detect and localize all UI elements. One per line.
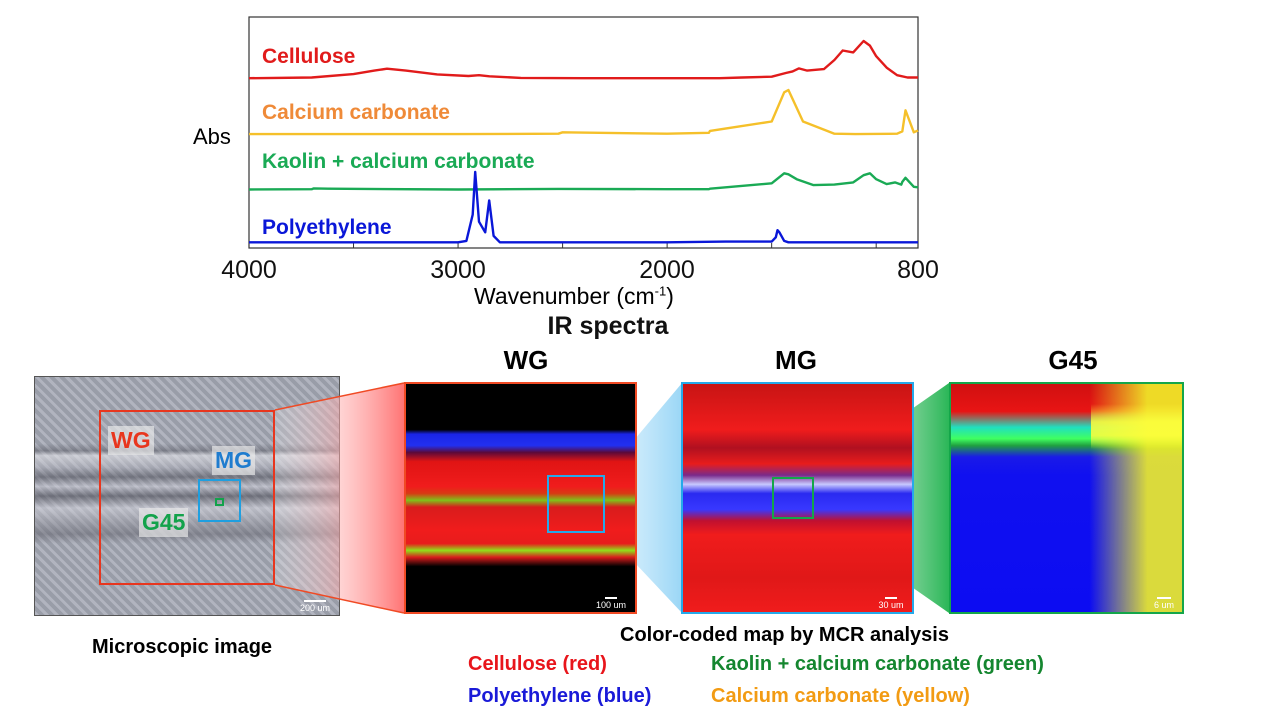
- legend-calcium-carbonate: Calcium carbonate (yellow): [711, 685, 970, 707]
- map-wg: 100 um: [404, 382, 637, 614]
- spectrum-line-calcium-carbonate: [249, 88, 919, 136]
- legend-polyethylene: Polyethylene (blue): [468, 685, 652, 707]
- spectrum-line-polyethylene: [249, 170, 918, 244]
- ir-spectra-chart: [248, 16, 919, 249]
- map-g45: 6 um: [949, 382, 1184, 614]
- legend-kaolin-calcium-carbonate: Kaolin + calcium carbonate (green): [711, 653, 1044, 675]
- plot-frame: [248, 16, 919, 249]
- x-tick-label: 4000: [221, 256, 277, 284]
- map-caption: Color-coded map by MCR analysis: [620, 624, 949, 646]
- roi-g45-in-mg: [772, 477, 814, 519]
- scale-bar: 100 um: [593, 597, 629, 610]
- map-title-g45: G45: [1048, 345, 1098, 375]
- spectrum-line-kaolin-calcium-carbonate: [248, 172, 919, 191]
- x-tick-label: 3000: [430, 256, 486, 284]
- x-tick-label: 2000: [639, 256, 695, 284]
- roi-wg-label: WG: [108, 426, 154, 455]
- series-label-kaolin-calcium-carbonate: Kaolin + calcium carbonate: [262, 150, 535, 173]
- spectrum-line-cellulose: [248, 39, 918, 80]
- scale-bar: 6 um: [1152, 597, 1176, 610]
- microscope-caption: Microscopic image: [92, 636, 273, 658]
- map-title-wg: WG: [503, 345, 549, 375]
- x-axis-label: Wavenumber (cm-1): [474, 283, 674, 309]
- roi-mg-box: [198, 479, 241, 522]
- y-axis-label: Abs: [193, 124, 231, 149]
- x-tick-label: 800: [897, 256, 939, 284]
- roi-g45-box: [215, 498, 224, 506]
- roi-mg-in-wg: [547, 475, 605, 533]
- chart-title: IR spectra: [547, 312, 669, 340]
- scale-bar: 30 um: [876, 597, 906, 610]
- series-label-calcium-carbonate: Calcium carbonate: [262, 101, 450, 124]
- series-label-polyethylene: Polyethylene: [262, 216, 392, 239]
- series-label-cellulose: Cellulose: [262, 45, 356, 68]
- map-title-mg: MG: [775, 345, 817, 375]
- roi-wg-box: [99, 410, 275, 585]
- map-mg: 30 um: [681, 382, 914, 614]
- roi-g45-label: G45: [139, 508, 189, 537]
- legend-cellulose: Cellulose (red): [468, 653, 607, 675]
- scale-bar: 200 um: [297, 600, 333, 613]
- roi-mg-label: MG: [212, 446, 256, 475]
